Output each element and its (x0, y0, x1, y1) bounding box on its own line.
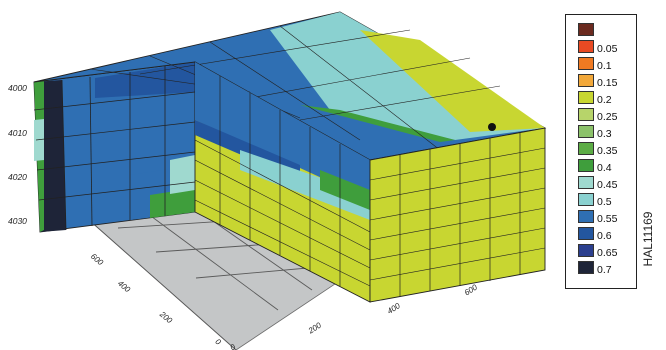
depth-tick-label: 4010 (8, 128, 27, 138)
legend-swatch (578, 108, 594, 121)
floor-right-tick-label: 0 (228, 342, 237, 350)
legend: 0.05 0.1 0.15 0.2 0.25 0.3 0.35 0.4 0.45… (565, 14, 637, 289)
legend-label: 0.7 (597, 264, 612, 276)
legend-label: 0.4 (597, 162, 612, 174)
depth-tick-label: 4020 (8, 172, 27, 182)
legend-label: 0.45 (597, 179, 618, 191)
floor-left-tick-label: 0 (213, 337, 223, 347)
legend-label: 0.35 (597, 145, 618, 157)
top-surface (33, 11, 547, 161)
depth-axis: 4000 4010 4020 4030 (8, 83, 27, 226)
floor-left-tick-label: 600 (89, 252, 105, 268)
legend-swatch (578, 176, 594, 189)
legend-swatch (578, 159, 594, 172)
figure-code-container: HAL11169 (636, 190, 660, 290)
depth-tick-label: 4000 (8, 83, 27, 93)
floor-right-tick-label: 200 (306, 320, 323, 336)
legend-label: 0.2 (597, 94, 612, 106)
legend-label: 0.15 (597, 77, 618, 89)
legend-swatch (578, 74, 594, 87)
legend-swatch (578, 193, 594, 206)
floor-left-tick-label: 400 (116, 279, 132, 295)
legend-label: 0.1 (597, 60, 612, 72)
front-right-wall (369, 127, 546, 303)
legend-label: 0.65 (597, 247, 618, 259)
depth-tick-label: 4030 (8, 216, 27, 226)
legend-swatch (578, 125, 594, 138)
legend-swatch (578, 244, 594, 257)
legend-label: 0.05 (597, 43, 618, 55)
legend-swatch (578, 210, 594, 223)
legend-label: 0.3 (597, 128, 612, 140)
legend-swatch (578, 91, 594, 104)
legend-label: 0.6 (597, 230, 612, 242)
legend-label: 0.25 (597, 111, 618, 123)
legend-label: 0.55 (597, 213, 618, 225)
legend-swatch (578, 227, 594, 240)
figure-code: HAL11169 (641, 211, 655, 267)
legend-label: 0.5 (597, 196, 612, 208)
front-left-wall (194, 61, 371, 303)
legend-swatch (578, 23, 594, 36)
floor-right-tick-label: 400 (386, 301, 403, 316)
legend-swatch (578, 142, 594, 155)
left-wall (33, 61, 196, 233)
legend-swatch (578, 57, 594, 70)
floor-left-tick-label: 200 (157, 309, 174, 325)
legend-swatch (578, 40, 594, 53)
legend-swatch (578, 261, 594, 274)
